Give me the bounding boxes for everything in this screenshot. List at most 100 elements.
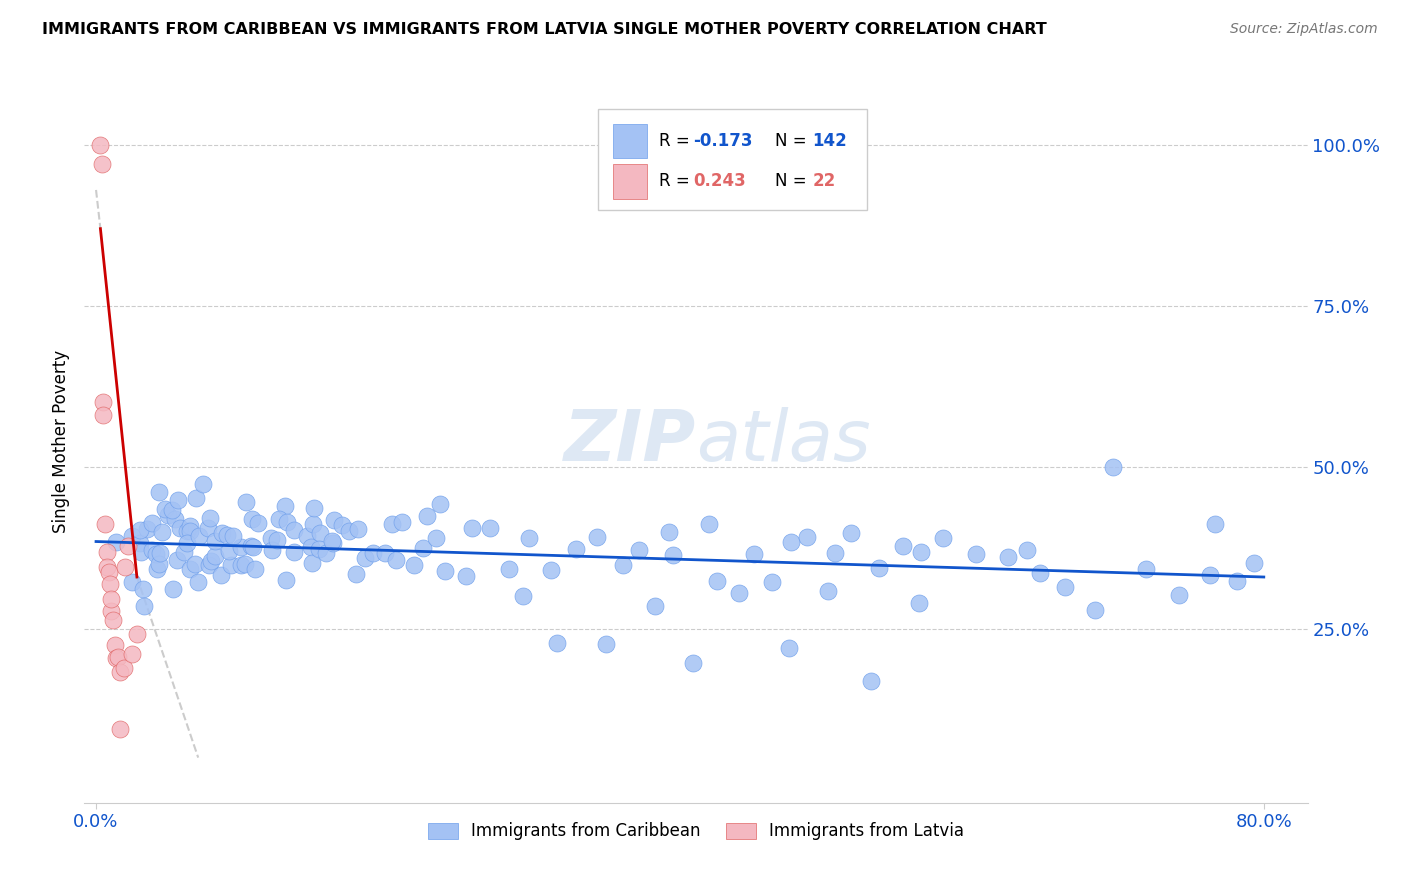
Point xyxy=(240,512,263,526)
Point xyxy=(1084,602,1107,616)
Point xyxy=(103,613,125,627)
Y-axis label: Single Mother Poverty: Single Mother Poverty xyxy=(52,350,70,533)
Point xyxy=(308,541,330,556)
Point xyxy=(191,477,214,491)
Point xyxy=(200,554,222,568)
Point xyxy=(1015,543,1038,558)
Point xyxy=(121,647,143,661)
Point xyxy=(141,543,163,558)
Point xyxy=(165,512,187,526)
Point xyxy=(347,522,370,536)
Point xyxy=(155,502,177,516)
Legend: Immigrants from Caribbean, Immigrants from Latvia: Immigrants from Caribbean, Immigrants fr… xyxy=(419,814,973,848)
Point xyxy=(412,541,434,555)
Point xyxy=(246,516,269,530)
Point xyxy=(98,577,121,591)
Point xyxy=(309,526,332,541)
Point xyxy=(868,561,890,575)
Point xyxy=(295,529,318,543)
Point xyxy=(817,584,839,599)
Point xyxy=(114,559,136,574)
Point xyxy=(162,582,184,597)
Point xyxy=(121,529,143,543)
Point xyxy=(105,651,128,665)
Text: Source: ZipAtlas.com: Source: ZipAtlas.com xyxy=(1230,22,1378,37)
Point xyxy=(105,535,128,549)
Point xyxy=(169,521,191,535)
Point xyxy=(384,552,406,566)
Text: atlas: atlas xyxy=(696,407,870,476)
Point xyxy=(129,523,152,537)
Point xyxy=(322,535,344,549)
Point xyxy=(198,511,221,525)
Point xyxy=(219,558,242,573)
Point xyxy=(361,546,384,560)
Point xyxy=(209,568,232,582)
Text: 0.243: 0.243 xyxy=(693,172,747,190)
Point xyxy=(391,515,413,529)
Point xyxy=(186,491,208,505)
Point xyxy=(434,564,457,578)
Point xyxy=(166,553,188,567)
Text: 22: 22 xyxy=(813,172,835,190)
Point xyxy=(517,531,540,545)
Point xyxy=(104,638,127,652)
Point xyxy=(299,540,322,554)
Point xyxy=(245,562,267,576)
Point xyxy=(211,525,233,540)
Point xyxy=(416,508,439,523)
FancyBboxPatch shape xyxy=(598,109,868,211)
Text: 142: 142 xyxy=(813,132,846,150)
Point xyxy=(179,518,201,533)
Point xyxy=(546,636,568,650)
Point xyxy=(315,546,337,560)
Point xyxy=(218,544,240,558)
Point xyxy=(96,545,118,559)
Point xyxy=(1243,556,1265,570)
Point xyxy=(301,556,323,570)
Point xyxy=(176,524,198,538)
Point xyxy=(302,501,325,516)
Point xyxy=(744,547,766,561)
Point xyxy=(402,558,425,573)
Point xyxy=(269,512,291,526)
Point xyxy=(1199,567,1222,582)
Point xyxy=(129,536,152,550)
Point xyxy=(321,534,343,549)
Point xyxy=(780,534,803,549)
Point xyxy=(167,493,190,508)
Point xyxy=(233,558,256,572)
Point xyxy=(761,574,783,589)
Point xyxy=(132,599,155,613)
Point xyxy=(135,522,157,536)
FancyBboxPatch shape xyxy=(613,124,647,158)
Point xyxy=(283,545,305,559)
Text: N =: N = xyxy=(776,172,813,190)
Point xyxy=(198,558,221,572)
Point xyxy=(859,673,882,688)
Point xyxy=(240,539,263,553)
Point xyxy=(330,517,353,532)
Point xyxy=(1226,574,1249,589)
Point xyxy=(337,524,360,539)
Point xyxy=(586,530,609,544)
Point xyxy=(374,546,396,560)
Point xyxy=(697,517,720,532)
Point xyxy=(429,497,451,511)
Point xyxy=(132,582,155,597)
Point xyxy=(188,529,211,543)
Point xyxy=(204,549,226,563)
Point xyxy=(381,517,404,532)
Point xyxy=(156,508,179,522)
Point xyxy=(478,521,501,535)
Point xyxy=(176,536,198,550)
Point xyxy=(661,549,683,563)
Point xyxy=(1029,566,1052,580)
Point xyxy=(778,640,800,655)
Point xyxy=(235,495,257,509)
Point xyxy=(108,722,131,736)
Point xyxy=(96,560,118,574)
Point xyxy=(595,636,617,650)
Point xyxy=(145,547,167,561)
Point xyxy=(179,524,201,538)
